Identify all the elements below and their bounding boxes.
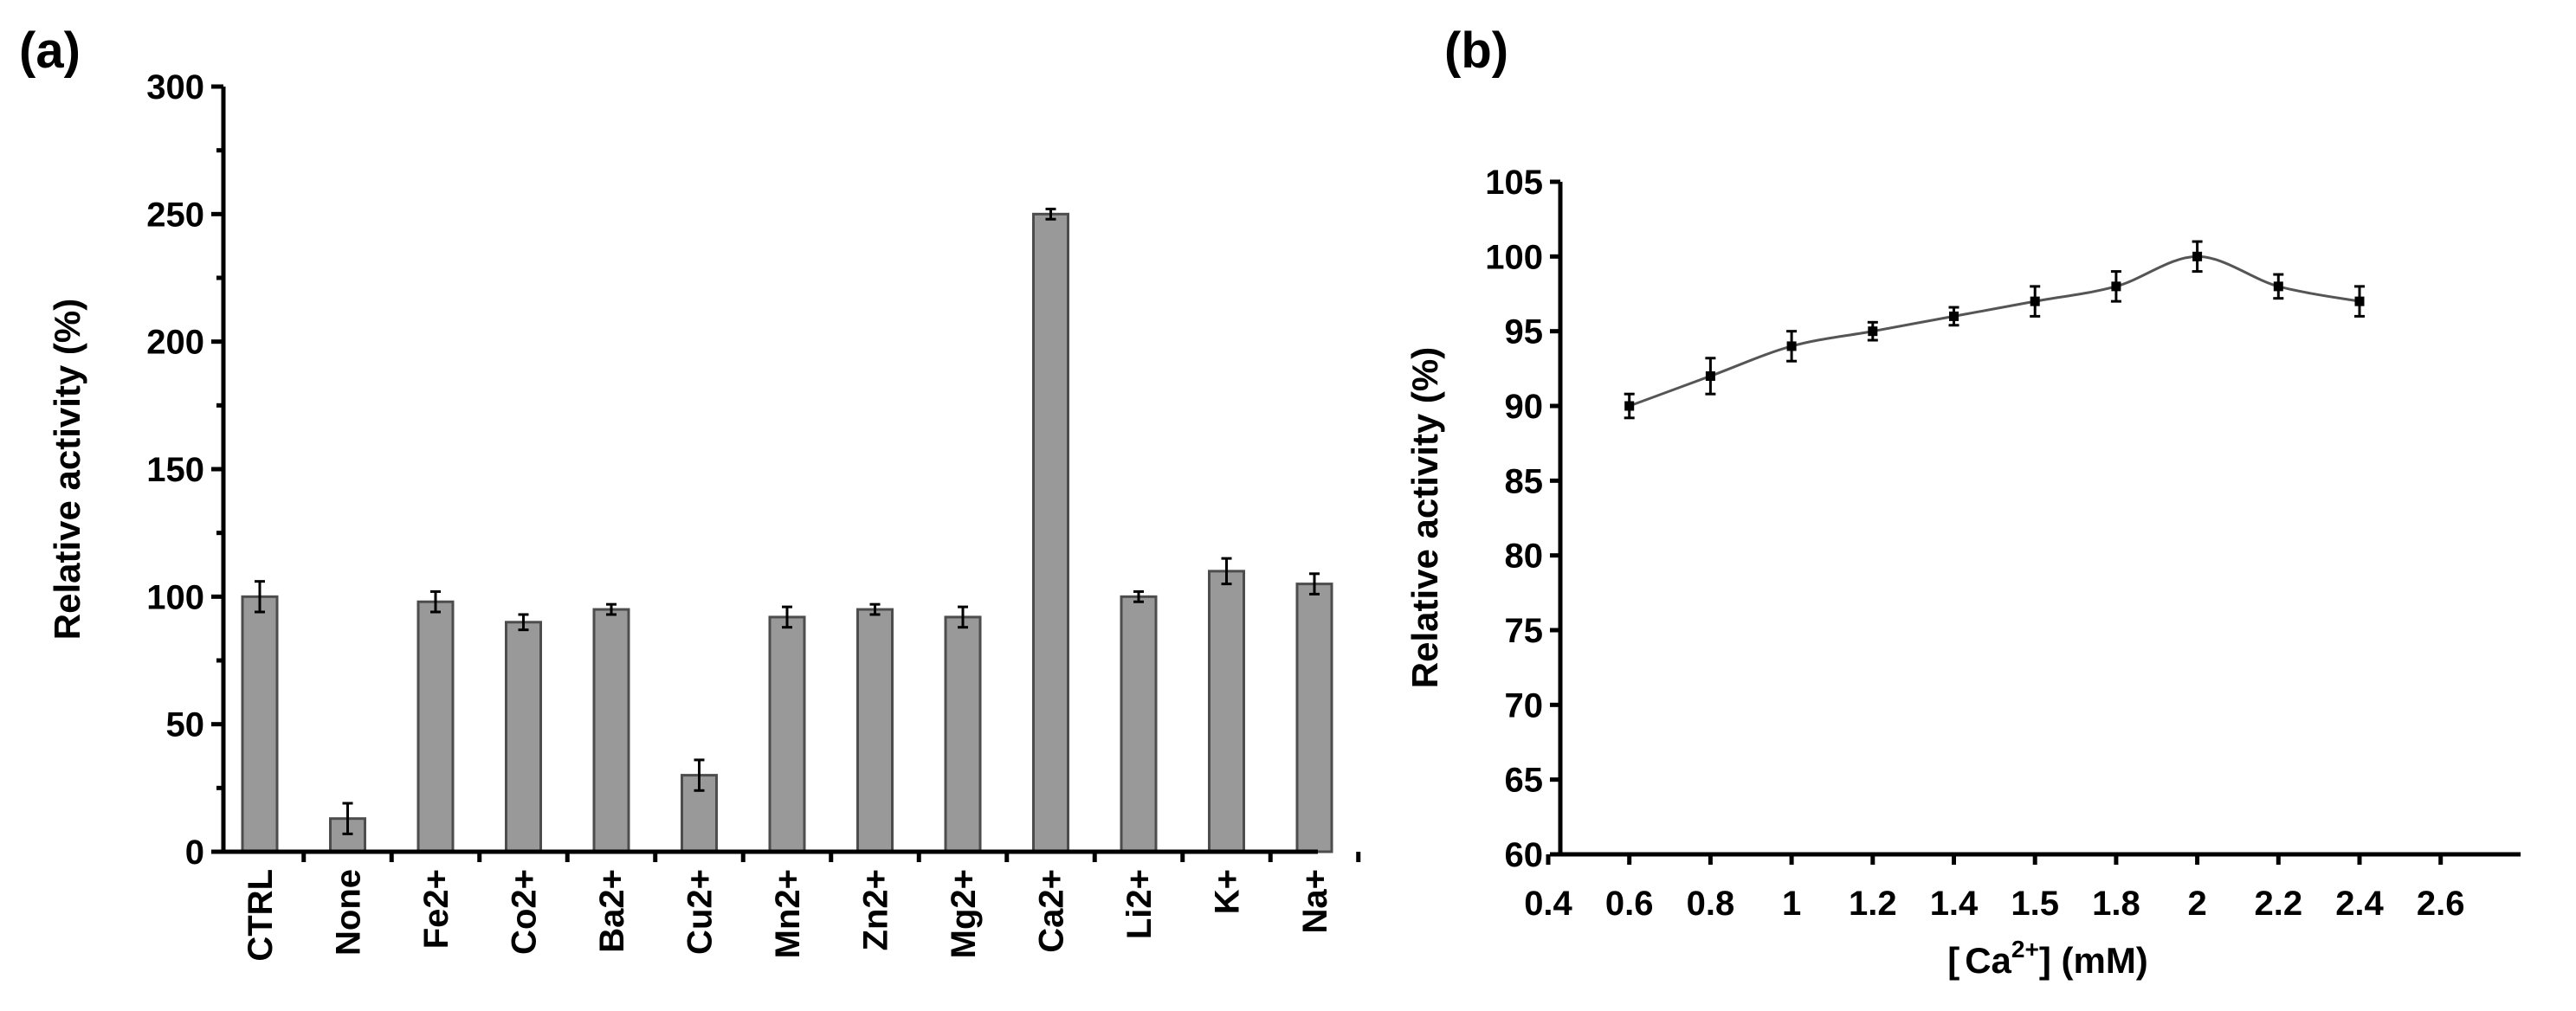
panel-b-point-0.8 xyxy=(1705,370,1715,381)
panel-a-x-tick-label: Cu2+ xyxy=(681,869,720,955)
panel-b-x-tick-label: 1 xyxy=(1782,885,1801,923)
panel-b-y-tick-label: 70 xyxy=(1505,686,1544,724)
bar-CTRL xyxy=(241,595,279,853)
panel-a-y-ticks: 0 50 100 150 200 250 300 xyxy=(146,68,223,872)
panel-b-y-tick-label: 75 xyxy=(1505,612,1544,650)
bar-Fe2+ xyxy=(416,600,455,853)
panel-a-x-tick-label: Ba2+ xyxy=(593,869,631,953)
panel-a-error-bars xyxy=(255,207,1320,835)
panel-a-bars xyxy=(241,212,1333,853)
panel-b-x-tick-label: 2 xyxy=(2187,885,2206,923)
bar-K+ xyxy=(1208,570,1245,853)
panel-b-point-1.4 xyxy=(1949,311,1959,321)
panel-b-x-tick-label: 2.6 xyxy=(2417,885,2465,923)
panel-b-point-2.4 xyxy=(2354,296,2365,306)
bar-Mn2+ xyxy=(768,615,806,853)
bar-Zn2+ xyxy=(856,608,894,853)
panel-b-y-tick-label: 85 xyxy=(1505,462,1544,500)
panel-b-x-tick-label: 0.6 xyxy=(1605,885,1654,923)
bar-Na+ xyxy=(1295,583,1333,853)
panel-b-x-tick-label: 1.2 xyxy=(1849,885,1897,923)
panel-b-x-tick-label: 2.4 xyxy=(2335,885,2384,923)
bar-Mg2+ xyxy=(944,615,982,853)
panel-a-x-tick-label: Zn2+ xyxy=(857,869,895,950)
panel-b-error-bars xyxy=(1624,240,2365,420)
panel-b-y-tick-label: 80 xyxy=(1505,538,1544,576)
panel-b-y-tick-label: 60 xyxy=(1505,836,1544,874)
panel-a-x-tick-label: None xyxy=(330,869,368,956)
panel-a-y-axis-title: Relative activity (%) xyxy=(47,299,87,641)
panel-b-point-1 xyxy=(1786,341,1797,351)
panel-a-x-tick-label: Mg2+ xyxy=(945,869,983,958)
panel-b-x-axis-title: [Ca2+] (mM) xyxy=(1947,936,2148,981)
panel-b-point-1.5 xyxy=(2030,296,2040,306)
panel-a-y-tick-label: 100 xyxy=(146,578,204,616)
bar-Li2+ xyxy=(1120,595,1158,853)
panel-a-y-tick-label: 0 xyxy=(185,834,204,872)
panel-a-x-tick-label: Fe2+ xyxy=(417,869,455,949)
panel-b-y-tick-label: 65 xyxy=(1505,762,1544,800)
panel-b-x-tick-label: 2.2 xyxy=(2254,885,2302,923)
panel-b-point-2 xyxy=(2192,251,2203,261)
panel-b-x-title-ion: Ca xyxy=(1965,940,2011,981)
panel-b-x-tick-label: 1.4 xyxy=(1930,885,1979,923)
panel-b-x-title-sup: 2+ xyxy=(2011,936,2039,963)
panel-a-y-tick-label: 50 xyxy=(166,706,205,744)
panel-a-y-tick-label: 300 xyxy=(146,68,204,106)
panel-b-x-title-suffix: ] (mM) xyxy=(2039,940,2148,981)
panel-a-x-tick-label: K+ xyxy=(1209,869,1247,914)
bar-Ca2+ xyxy=(1032,212,1069,853)
bar-Co2+ xyxy=(505,621,542,853)
panel-b-y-tick-label: 100 xyxy=(1485,238,1543,276)
panel-b-y-tick-label: 95 xyxy=(1505,313,1544,351)
panel-b-x-tick-label: 0.4 xyxy=(1524,885,1572,923)
panel-b-x-ticks: 0.4 0.6 0.8 1 1.2 1.4 1.5 1.8 2 2.2 2.4 2.6 xyxy=(1524,854,2465,923)
panel-b-points xyxy=(1624,251,2365,411)
panel-b-point-0.6 xyxy=(1624,401,1635,411)
panel-b-y-ticks: 60 65 70 75 80 85 90 95 100 105 xyxy=(1485,164,1560,874)
panel-a-x-labels: CTRL None Fe2+ Co2+ Ba2+ Cu2+ Mn2+ Zn2+ Mg2+ Ca2+… xyxy=(242,852,1361,962)
panel-a-y-tick-label: 250 xyxy=(146,196,204,234)
panel-b-y-axis-title: Relative activity (%) xyxy=(1404,347,1445,689)
panel-b-x-title-prefix: [ xyxy=(1947,940,1959,981)
panel-a-x-tick-label: Ca2+ xyxy=(1033,869,1071,953)
panel-a-x-tick-label: Na+ xyxy=(1296,869,1334,934)
panel-a-y-tick-label: 200 xyxy=(146,324,204,362)
panel-a-x-tick-label: Li2+ xyxy=(1120,869,1159,939)
panel-b-y-tick-label: 90 xyxy=(1505,388,1544,426)
panel-a-x-tick-label: CTRL xyxy=(242,869,280,962)
panel-a-x-tick-label: Co2+ xyxy=(506,869,544,955)
panel-a-chart: (a) 0 50 100 150 200 250 300 CTRL None Fe2+ Co2+ B… xyxy=(19,23,1361,962)
panel-b-point-2.2 xyxy=(2273,281,2283,292)
bar-Ba2+ xyxy=(592,608,630,853)
panel-a-y-tick-label: 150 xyxy=(146,451,204,489)
panel-a-label: (a) xyxy=(19,23,81,79)
panel-b-y-tick-label: 105 xyxy=(1485,164,1543,202)
panel-b-x-tick-label: 1.8 xyxy=(2092,885,2140,923)
panel-b-series-line xyxy=(1629,254,2360,408)
panel-b-point-1.8 xyxy=(2111,281,2121,292)
panel-b-point-1.2 xyxy=(1868,326,1878,337)
panel-b-label: (b) xyxy=(1444,23,1508,79)
panel-b-x-tick-label: 1.5 xyxy=(2011,885,2059,923)
panel-b-chart: (b) 60 65 70 75 80 85 90 95 100 105 0.4 0.6 0.8 1 1.2… xyxy=(1404,23,2521,981)
panel-b-x-tick-label: 0.8 xyxy=(1687,885,1735,923)
panel-a-x-tick-label: Mn2+ xyxy=(769,869,807,958)
